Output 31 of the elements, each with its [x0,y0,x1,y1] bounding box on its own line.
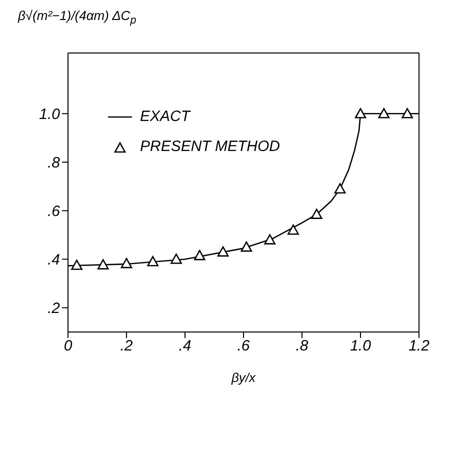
y-tick-label: 1.0 [39,106,61,123]
point [120,258,132,268]
point [288,224,299,235]
y-tick-label: .8 [47,154,61,172]
point [354,108,366,118]
y-tick-label: .2 [47,300,61,318]
point [334,183,346,194]
x-tick-label: .4 [178,338,192,355]
point [402,108,413,118]
point [264,234,276,244]
y-tick-label: .6 [47,203,61,220]
point [217,246,229,257]
x-tick-label: .8 [296,338,309,355]
y-axis-title: β√(m²−1)/(4αm) ΔC$_{p}$ [16,8,138,29]
x-tick-label: 1.0 [350,338,372,355]
point [71,260,82,270]
x-tick-label: .2 [120,338,134,355]
point [194,250,206,260]
x-axis-title: βy/x [230,370,256,385]
point [310,208,322,219]
x-tick-label: .6 [237,338,250,355]
legend-label: PRESENT METHOD [140,137,280,157]
point [97,259,109,270]
point [147,256,158,266]
x-tick-label: 0 [64,338,73,355]
point [240,241,252,252]
y-tick-label: .4 [47,252,60,269]
point [378,108,390,118]
legend-label: EXACT [140,107,190,127]
x-tick-label: 1.2 [408,338,430,355]
point [170,254,182,264]
